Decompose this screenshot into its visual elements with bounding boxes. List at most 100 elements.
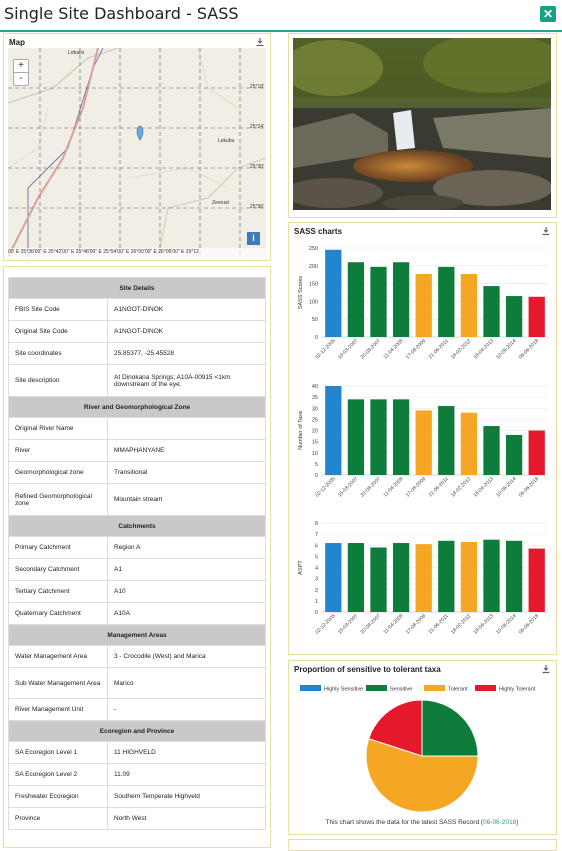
pie-slice[interactable] [368,699,423,757]
chart-bar[interactable] [505,434,523,475]
field-value: - [107,698,266,721]
chart-bar[interactable] [415,273,432,337]
field-value: 3 - Crocodile (West) and Marica [107,645,266,668]
x-tick-label: 18-02-2012 [450,476,472,498]
y-tick-label: 6 [315,543,318,549]
site-marker-icon[interactable] [136,125,144,141]
field-label: Quaternary Catchment [8,602,108,625]
x-tick-label: 20-08-2007 [360,338,382,360]
pie-slice[interactable] [421,699,479,757]
number-of-taxa-chart: 0 5 10 15 20 25 30 35 40 Number of Taxa 02-12-2005… [298,384,548,499]
chart-bar[interactable] [415,544,432,612]
legend-label[interactable]: Sensitive [390,687,412,693]
y-tick-label: 250 [309,246,318,252]
field-value: A10 [107,580,266,603]
download-icon[interactable] [541,226,551,236]
page-title: Single Site Dashboard - SASS [4,4,239,23]
latest-record-link[interactable]: 06-06-2018 [483,819,517,826]
chart-bar[interactable] [370,547,387,612]
chart-bar[interactable] [460,412,478,475]
map-panel: Map + [3,33,271,261]
map-panel-title: Map [9,38,25,47]
y-tick-label: 2 [315,588,318,594]
table-row: SA Ecoregion Level 1 11 HIGHVELD [8,741,266,764]
chart-bar[interactable] [505,296,523,337]
chart-bar[interactable] [392,543,410,612]
chart-bar[interactable] [483,286,500,337]
field-label: Tertiary Catchment [8,580,108,603]
x-tick-label: 06-06-2018 [518,338,540,360]
chart-bar[interactable] [325,543,342,612]
field-value: A1 [107,558,266,581]
legend-label[interactable]: Tolerant [448,687,468,693]
info-icon[interactable]: i [247,232,260,245]
chart-bar[interactable] [438,406,455,475]
map-lat-label: 25°24' [249,124,264,130]
chart-bar[interactable] [483,539,500,612]
zoom-in-button[interactable]: + [14,60,28,73]
zoom-out-button[interactable]: - [19,73,23,84]
legend-label[interactable]: Highly Tolerant [499,687,536,693]
footnote-suffix: ) [516,819,519,826]
x-tick-label: 11-04-2008 [382,613,404,635]
map-place-label: Lekubu [218,138,235,144]
section-header-row: River and Geomorphological Zone [8,396,266,418]
field-value: North West [107,807,266,830]
chart-bar[interactable] [370,399,387,475]
chart-bar[interactable] [438,540,455,612]
chart-bar[interactable] [415,410,432,475]
chart-bar[interactable] [528,548,545,612]
y-tick-label: 50 [312,317,318,323]
next-panel [288,839,557,851]
chart-bar[interactable] [460,541,478,612]
field-value: At Dinokana Springs; A10A-00915 <1km dow… [107,364,266,397]
chart-bar[interactable] [438,266,455,337]
field-label: Refined Geomorphological zone [8,483,108,516]
table-row: Province North West [8,807,266,830]
chart-bar[interactable] [370,266,387,337]
chart-bar[interactable] [528,296,545,337]
chart-bar[interactable] [347,543,365,612]
y-tick-label: 4 [315,566,318,572]
chart-bar[interactable] [347,399,365,475]
download-icon[interactable] [255,37,265,47]
proportion-title: Proportion of sensitive to tolerant taxa [294,665,441,674]
x-tick-label: 21-06-2011 [428,476,450,498]
section-header-row: Management Areas [8,624,266,646]
chart-bar[interactable] [528,430,545,476]
field-label: Province [8,807,108,830]
y-tick-label: 0 [315,473,318,479]
map-place-label: Zeerust [212,200,229,206]
waterfall-photo-image [293,38,551,210]
table-row: Freshwater Ecoregion Southern Temperate H… [8,785,266,808]
field-value: Transitional [107,461,266,484]
chart-bar[interactable] [325,386,342,475]
x-tick-label: 18-02-2012 [450,338,472,360]
chart-bar[interactable] [460,273,478,337]
pie-slice[interactable] [365,738,479,813]
x-tick-label: 18-02-2012 [450,613,472,635]
chart-bar[interactable] [392,399,410,475]
legend-swatch [300,685,321,691]
chart-bar[interactable] [325,249,342,337]
field-value: 11.09 [107,763,266,786]
x-tick-label: 02-12-2005 [314,476,336,498]
table-row: Original River Name [8,417,266,440]
section-header-row: Ecoregion and Province [8,720,266,742]
x-tick-label: 20-08-2007 [360,613,382,635]
close-icon[interactable]: ✕ [540,6,556,22]
table-row: Sub Water Management Area Marico [8,667,266,699]
chart-bar[interactable] [347,262,365,337]
section-header: Management Areas [8,624,266,646]
field-label: FBIS Site Code [8,298,108,321]
field-label: River [8,439,108,462]
chart-bar[interactable] [505,540,523,612]
map-lat-label: 25°30' [249,164,264,170]
chart-bar[interactable] [483,426,500,475]
map-view[interactable]: + - Lobatsi Lekubu Zeerust 25°18' 25°24'… [8,48,266,257]
table-row: Refined Geomorphological zone Mountain st… [8,483,266,516]
download-icon[interactable] [541,664,551,674]
legend-swatch [366,685,387,691]
chart-bar[interactable] [392,262,410,337]
legend-label[interactable]: Highly Sensitive [324,687,363,693]
